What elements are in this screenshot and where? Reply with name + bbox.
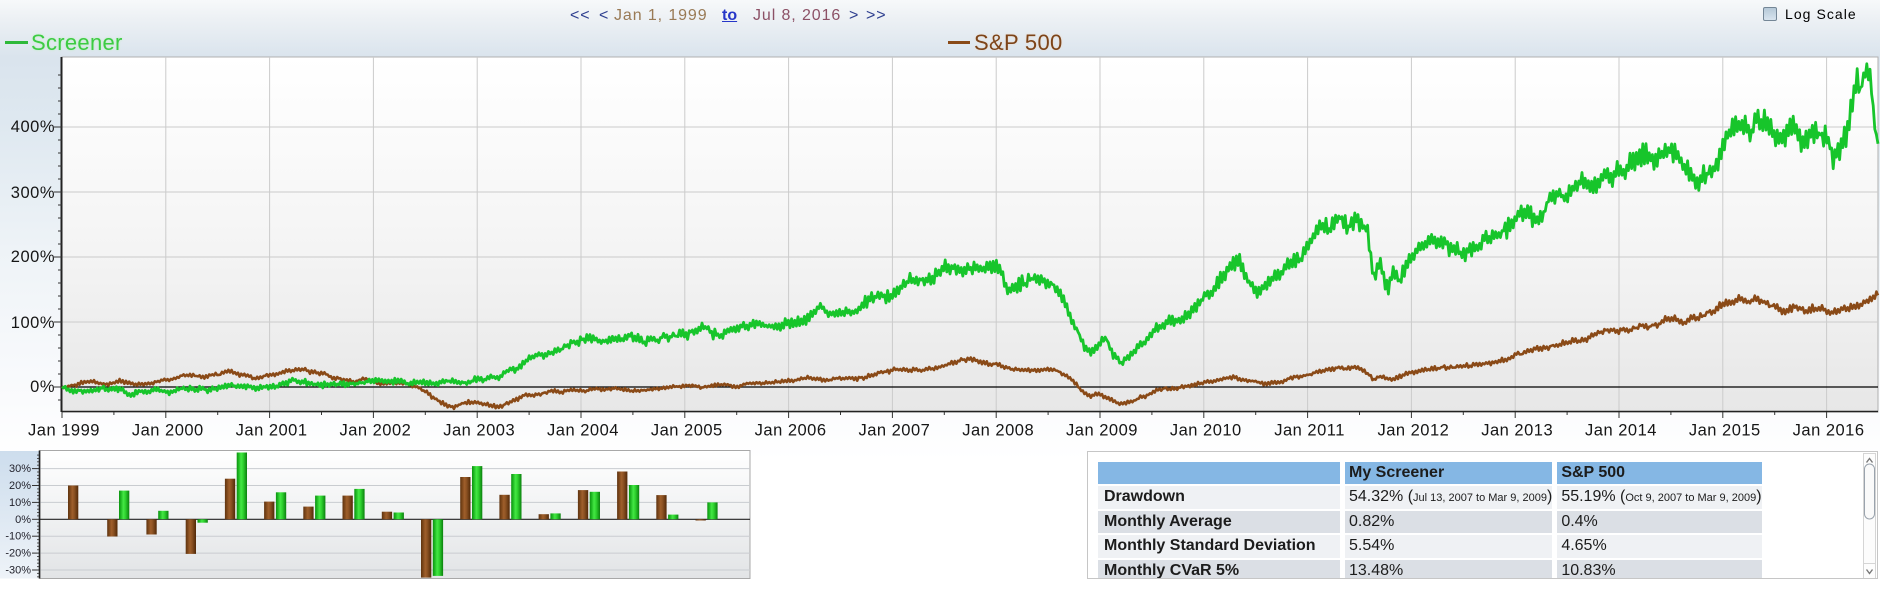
- svg-text:Jan 2007: Jan 2007: [858, 422, 930, 440]
- svg-text:-10%: -10%: [5, 531, 31, 543]
- svg-text:Jan 2010: Jan 2010: [1170, 422, 1242, 440]
- svg-text:Jan 2016: Jan 2016: [1793, 422, 1865, 440]
- svg-text:Jan 2000: Jan 2000: [132, 422, 204, 440]
- svg-text:Jan 2015: Jan 2015: [1689, 422, 1761, 440]
- svg-text:20%: 20%: [9, 480, 31, 492]
- svg-text:Jan 2013: Jan 2013: [1481, 422, 1553, 440]
- svg-text:Jan 1999: Jan 1999: [28, 422, 100, 440]
- svg-text:Jan 2012: Jan 2012: [1377, 422, 1449, 440]
- svg-text:Jan 2006: Jan 2006: [755, 422, 827, 440]
- svg-text:0%: 0%: [15, 514, 31, 526]
- svg-text:Jan 2003: Jan 2003: [443, 422, 515, 440]
- svg-text:Jan 2008: Jan 2008: [962, 422, 1034, 440]
- svg-text:10%: 10%: [9, 497, 31, 509]
- svg-text:Jan 2011: Jan 2011: [1274, 422, 1345, 440]
- svg-text:200%: 200%: [11, 248, 55, 266]
- svg-text:30%: 30%: [9, 463, 31, 475]
- svg-text:300%: 300%: [11, 184, 55, 202]
- svg-text:Jan 2001: Jan 2001: [236, 422, 308, 440]
- svg-text:Jan 2004: Jan 2004: [547, 422, 619, 440]
- svg-text:0%: 0%: [30, 378, 55, 396]
- svg-text:Jan 2009: Jan 2009: [1066, 422, 1138, 440]
- svg-text:Jan 2005: Jan 2005: [651, 422, 723, 440]
- svg-text:Jan 2014: Jan 2014: [1585, 422, 1657, 440]
- svg-text:Jan 2002: Jan 2002: [339, 422, 411, 440]
- svg-text:-30%: -30%: [5, 565, 31, 577]
- svg-text:400%: 400%: [11, 118, 55, 136]
- svg-text:100%: 100%: [11, 314, 55, 332]
- svg-text:-20%: -20%: [5, 548, 31, 560]
